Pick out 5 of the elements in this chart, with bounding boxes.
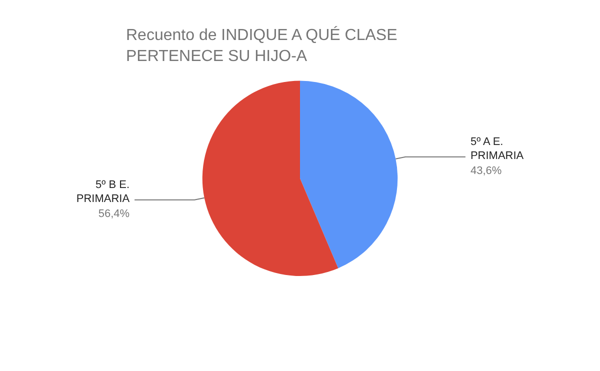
chart-title: Recuento de INDIQUE A QUÉ CLASE PERTENECE SU HIJO-A	[126, 26, 402, 65]
data-label: 43,6%	[470, 164, 502, 177]
slice-label: 5º A E. PRIMARIA	[470, 136, 524, 162]
slice-label: 5º B E. PRIMARIA	[76, 178, 130, 205]
data-label: 56,4%	[98, 208, 130, 220]
